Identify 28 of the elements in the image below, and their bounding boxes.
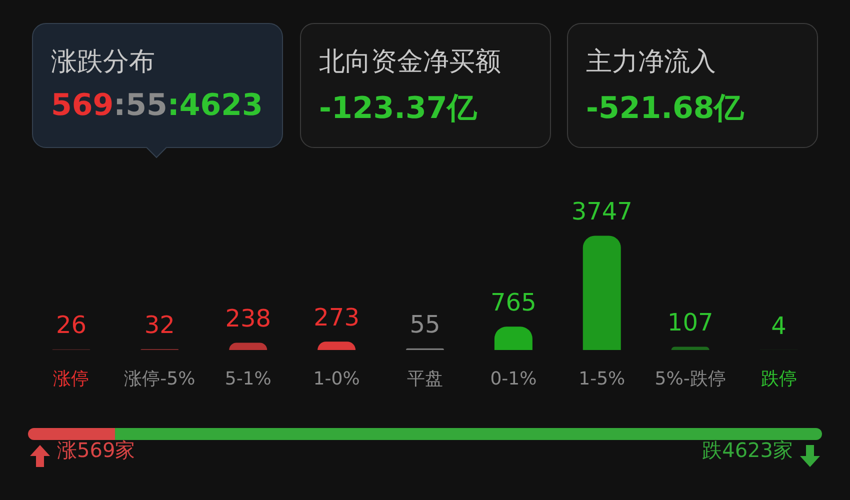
data-label: 55 [410,310,440,338]
data-label: 32 [144,311,175,340]
x-tick-label: 平盘 [407,368,443,390]
text: -521.68亿 [586,91,744,126]
bar [582,236,621,350]
data-label: 273 [314,304,360,332]
text: 北向资金净买额 [319,46,501,79]
x-tick-label: 5-1% [224,368,272,390]
text: 569:55:4623 [51,88,263,123]
data-label: 26 [56,311,86,340]
x-tick-label: 0-1% [490,368,537,390]
x-tick-label: 涨停-5% [124,368,196,390]
x-tick-label: 1-0% [313,368,360,390]
x-tick-label: 1-5% [578,368,626,390]
data-label: 765 [490,288,536,317]
data-label: 跌4623家 [702,438,793,462]
text: -123.37亿 [319,91,478,126]
x-tick-label: 跌停 [760,368,797,390]
data-label: 4 [771,312,786,340]
data-label: 涨569家 [57,438,136,462]
data-label: 3747 [571,198,632,226]
x-tick-label: 5%-跌停 [654,368,726,390]
bar [671,346,710,350]
text: 主力净流入 [586,46,716,79]
data-label: 107 [667,308,714,337]
data-label: 238 [225,304,272,333]
x-tick-label: 涨停 [53,368,90,390]
text: 涨跌分布 [51,46,155,79]
